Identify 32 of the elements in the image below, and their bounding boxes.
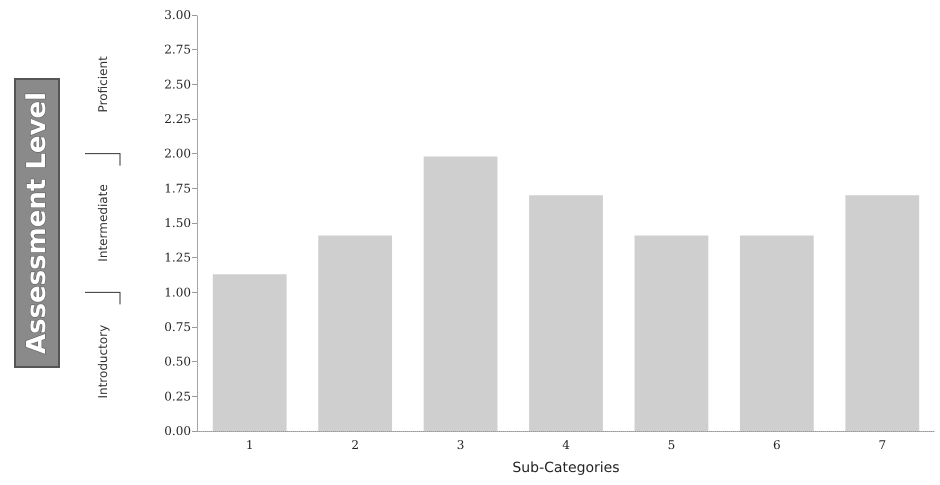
bar	[318, 235, 392, 431]
x-axis-title: Sub-Categories	[512, 460, 620, 476]
y-tick-label: 2.00	[164, 146, 191, 161]
bar	[845, 195, 920, 431]
bar	[212, 274, 287, 431]
y-tick-label: 2.75	[164, 42, 191, 57]
y-tick-label: 1.50	[164, 216, 191, 230]
x-tick-label: 1	[246, 438, 254, 452]
y-tick-label: 0.25	[164, 389, 191, 404]
y-tick-label: 0.50	[164, 354, 191, 369]
x-tick-label: 2	[351, 438, 359, 452]
x-tick-label: 4	[562, 438, 570, 452]
text: Introductory	[96, 324, 110, 399]
x-tick-label: 6	[773, 438, 781, 452]
bar	[634, 235, 708, 431]
y-tick-label: 2.25	[164, 112, 191, 126]
bar	[424, 156, 498, 431]
text: Assessment Level	[22, 92, 52, 354]
bar	[529, 195, 603, 431]
y-tick-label: 2.50	[164, 77, 191, 92]
x-tick-label: 5	[668, 438, 676, 452]
y-tick-label: 1.25	[164, 250, 191, 265]
x-tick-label: 7	[878, 438, 886, 452]
text: Proficient	[96, 56, 110, 112]
y-tick-label: 3.00	[164, 8, 191, 22]
text: Intermediate	[96, 184, 110, 262]
y-tick-label: 1.75	[164, 181, 191, 196]
x-tick-label: 3	[456, 438, 464, 452]
y-tick-label: 0.75	[164, 320, 191, 334]
y-tick-label: 1.00	[164, 285, 191, 300]
bar	[740, 235, 814, 431]
y-tick-label: 0.00	[164, 424, 191, 438]
